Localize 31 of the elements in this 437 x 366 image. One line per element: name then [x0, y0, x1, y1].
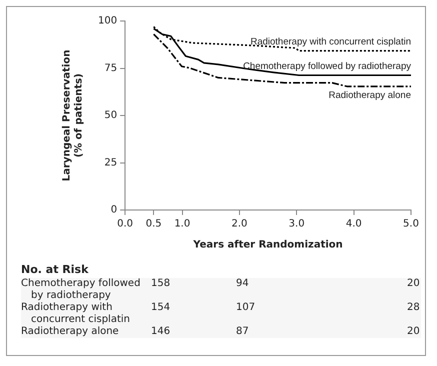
- y-tick-label: 100: [98, 16, 118, 27]
- x-tick-label: 4.0: [346, 218, 362, 230]
- text: 107: [236, 302, 256, 314]
- x-tick-label: 3.0: [288, 218, 305, 230]
- text: 154: [151, 302, 170, 314]
- text: 20: [407, 278, 420, 290]
- line-series: [152, 33, 411, 88]
- text: 146: [151, 326, 170, 338]
- text: Chemotherapy followed by radiotherapy: [21, 278, 142, 302]
- text: No. at Risk: [21, 263, 90, 276]
- x-tick-label: 2.0: [232, 218, 248, 230]
- x-tick-label: 0.5: [146, 218, 162, 230]
- y-tick-label: 50: [104, 110, 118, 122]
- text: 158: [151, 278, 170, 290]
- text: 28: [407, 302, 420, 314]
- y-tick-label: 25: [104, 157, 118, 168]
- text: 94: [236, 278, 249, 290]
- series-label: Radiotherapy with concurrent cisplatin: [250, 36, 411, 48]
- text: 20: [407, 326, 420, 338]
- series-label: Radiotherapy alone: [328, 90, 411, 101]
- series-label: Chemotherapy followed by radiotherapy: [243, 61, 412, 72]
- text: Radiotherapy alone: [21, 326, 120, 338]
- x-tick-label: 5.0: [403, 218, 419, 230]
- x-axis-title: Years after Randomization: [192, 240, 343, 251]
- y-tick-label: 0: [110, 204, 118, 216]
- y-axis-title: Laryngeal Preservation (% of patients): [62, 50, 85, 182]
- x-tick-label: 1.0: [174, 218, 190, 230]
- text: Radiotherapy with concurrent cisplatin: [21, 302, 131, 326]
- y-tick-label: 75: [104, 62, 118, 74]
- text: 87: [236, 326, 249, 338]
- x-tick-label: 0.0: [117, 218, 134, 230]
